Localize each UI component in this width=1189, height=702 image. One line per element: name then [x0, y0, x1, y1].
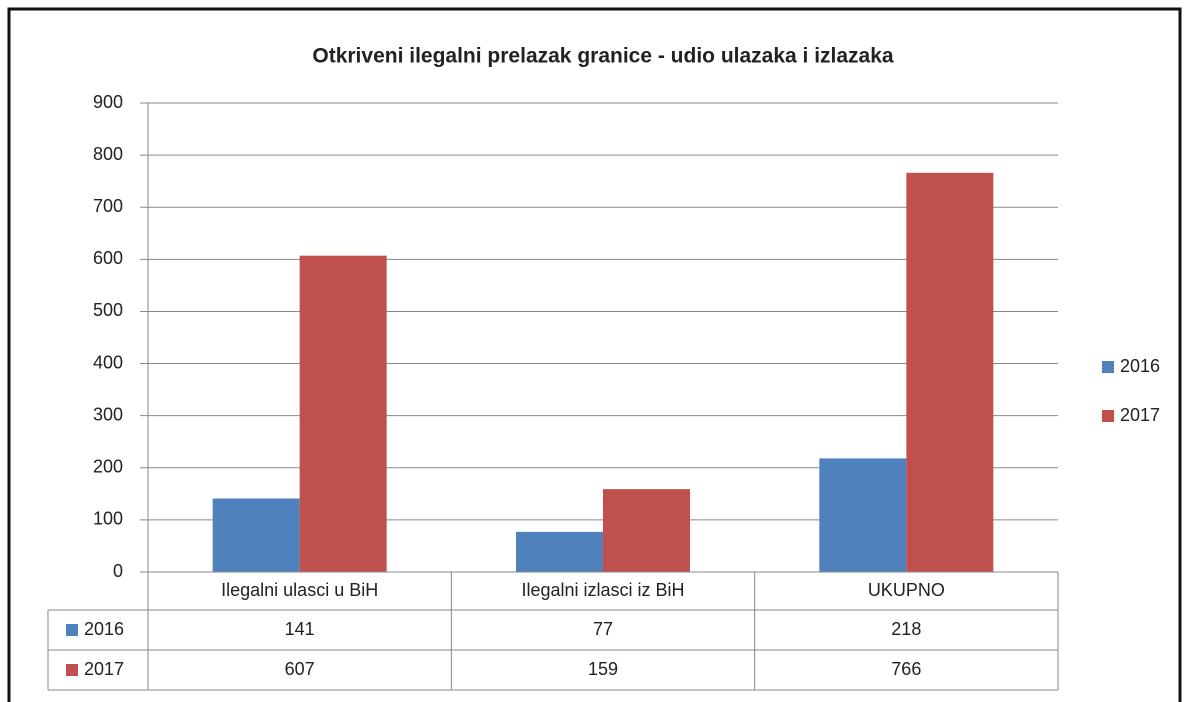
table-legend-key: [66, 664, 78, 676]
y-tick-label: 200: [93, 457, 123, 477]
chart-title: Otkriveni ilegalni prelazak granice - ud…: [312, 45, 894, 68]
y-tick-label: 300: [93, 404, 123, 424]
frame: [7, 7, 1182, 702]
y-tick-label: 100: [93, 509, 123, 529]
table-value: 159: [588, 659, 618, 679]
table-value: 607: [285, 659, 315, 679]
bar: [819, 458, 907, 572]
table-value: 766: [891, 659, 921, 679]
y-tick-label: 800: [93, 144, 123, 164]
x-tick-label: Ilegalni izlasci iz BiH: [521, 580, 684, 600]
legend-label: 2017: [1120, 405, 1160, 425]
bar: [212, 498, 300, 572]
legend-key: [1102, 410, 1114, 422]
bar: [906, 172, 994, 572]
x-tick-label: Ilegalni ulasci u BiH: [221, 580, 378, 600]
legend-label: 2016: [1120, 356, 1160, 376]
bar: [603, 489, 690, 572]
table-value: 77: [593, 619, 613, 639]
table-legend-key: [66, 624, 78, 636]
y-tick-label: 400: [93, 352, 123, 372]
table-value: 141: [285, 619, 315, 639]
bar: [299, 255, 387, 573]
bar: [516, 531, 603, 572]
y-tick-label: 600: [93, 248, 123, 268]
y-tick-label: 500: [93, 300, 123, 320]
x-tick-label: UKUPNO: [868, 580, 945, 600]
legend-key: [1102, 361, 1114, 373]
y-tick-label: 700: [93, 196, 123, 216]
table-value: 218: [891, 619, 921, 639]
y-tick-label: 900: [93, 92, 123, 112]
table-series-name: 2016: [84, 619, 124, 639]
y-tick-label: 0: [113, 561, 123, 581]
table-series-name: 2017: [84, 659, 124, 679]
